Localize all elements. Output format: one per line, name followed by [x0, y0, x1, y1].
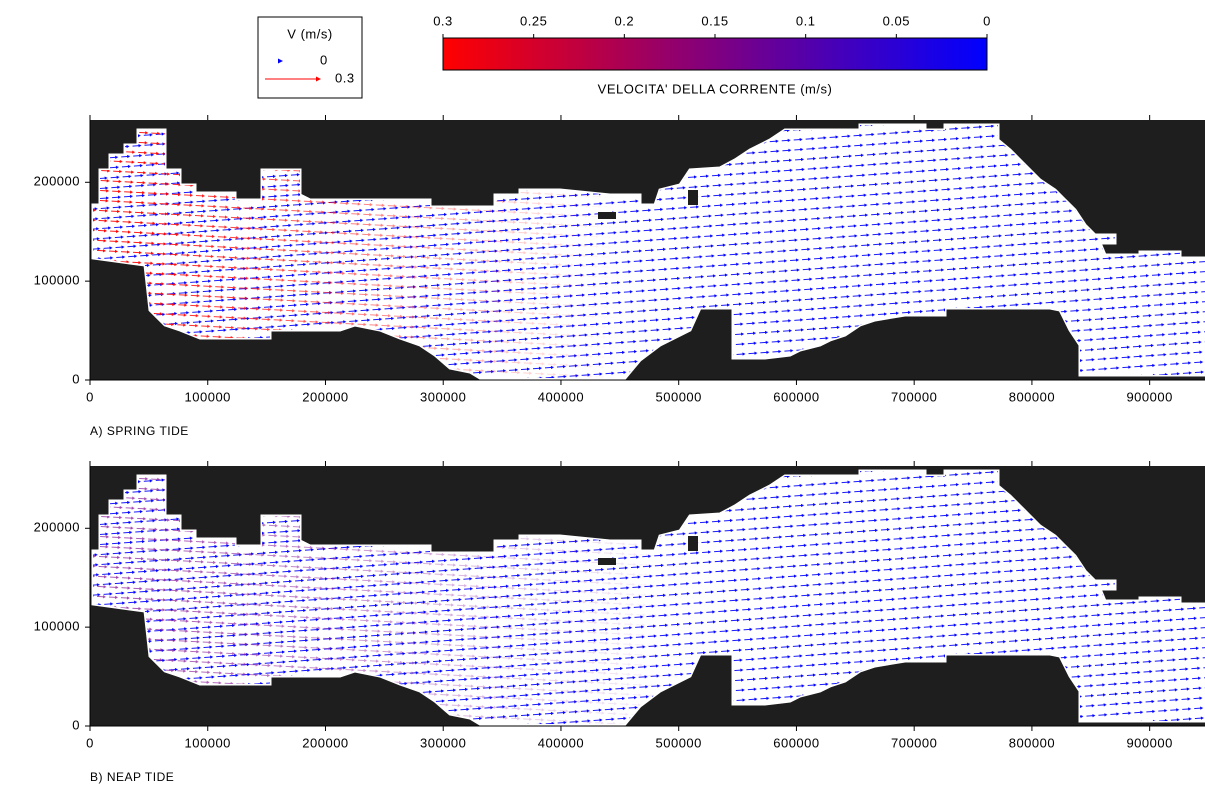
panel-caption: B) NEAP TIDE [90, 770, 174, 784]
y-tick-label: 100000 [34, 619, 80, 634]
legend-title: V (m/s) [287, 26, 332, 41]
x-tick-label: 700000 [891, 735, 937, 750]
x-tick-label: 200000 [302, 389, 348, 404]
x-tick-label: 300000 [420, 389, 466, 404]
colorbar-tick-label: 0 [983, 13, 991, 28]
colorbar [443, 38, 987, 70]
x-tick-label: 100000 [185, 389, 231, 404]
colorbar-tick-label: 0.25 [520, 13, 547, 28]
figure: V (m/s) 0.3 0 VELOCITA' DELLA CORRENTE (… [0, 0, 1205, 789]
x-tick-label: 0 [86, 389, 94, 404]
x-tick-label: 500000 [656, 735, 702, 750]
x-tick-label: 200000 [302, 735, 348, 750]
x-tick-label: 800000 [1009, 735, 1055, 750]
x-tick-label: 600000 [773, 735, 819, 750]
colorbar-tick-label: 0.15 [701, 13, 728, 28]
y-tick-label: 0 [72, 717, 80, 732]
colorbar-tick-label: 0.2 [615, 13, 635, 28]
panel-caption: A) SPRING TIDE [90, 424, 189, 438]
x-tick-label: 300000 [420, 735, 466, 750]
y-tick-label: 100000 [34, 273, 80, 288]
x-tick-label: 100000 [185, 735, 231, 750]
y-tick-label: 200000 [34, 520, 80, 535]
x-tick-label: 500000 [656, 389, 702, 404]
y-tick-label: 0 [72, 371, 80, 386]
x-tick-label: 600000 [773, 389, 819, 404]
x-tick-label: 400000 [538, 389, 584, 404]
x-tick-label: 400000 [538, 735, 584, 750]
x-tick-label: 700000 [891, 389, 937, 404]
y-tick-label: 200000 [34, 174, 80, 189]
x-tick-label: 800000 [1009, 389, 1055, 404]
colorbar-label: VELOCITA' DELLA CORRENTE (m/s) [598, 81, 833, 96]
legend-label: 0.3 [335, 70, 355, 85]
legend-label: 0 [320, 52, 328, 67]
x-tick-label: 900000 [1126, 389, 1172, 404]
colorbar-tick-label: 0.3 [433, 13, 453, 28]
x-tick-label: 0 [86, 735, 94, 750]
x-tick-label: 900000 [1126, 735, 1172, 750]
colorbar-tick-label: 0.1 [796, 13, 816, 28]
colorbar-tick-label: 0.05 [883, 13, 910, 28]
